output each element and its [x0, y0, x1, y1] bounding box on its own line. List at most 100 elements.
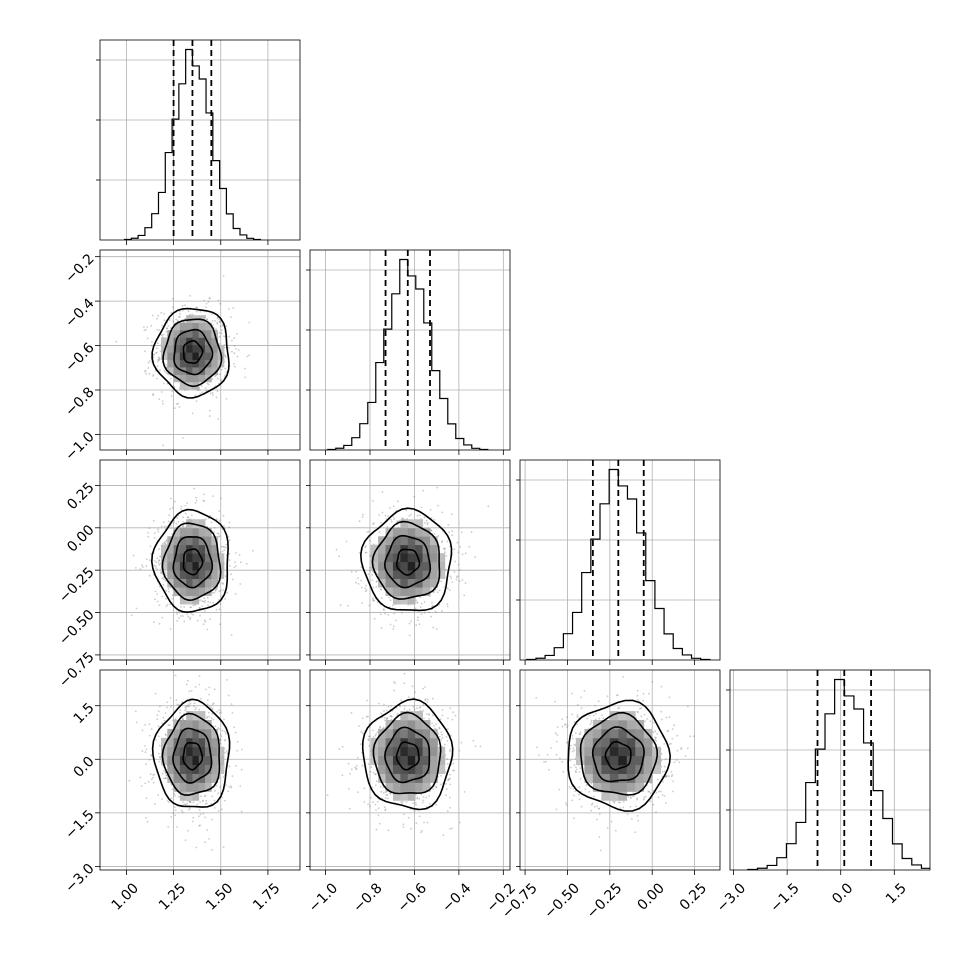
- scatter-point: [223, 360, 226, 363]
- scatter-point: [240, 768, 243, 771]
- scatter-point: [145, 763, 147, 765]
- scatter-point: [442, 834, 445, 837]
- density-cell: [161, 746, 168, 757]
- scatter-point: [154, 598, 156, 600]
- scatter-point: [226, 591, 229, 594]
- density-cell: [198, 536, 206, 546]
- density-cell: [415, 570, 423, 580]
- scatter-point: [416, 796, 419, 799]
- scatter-point: [203, 597, 206, 599]
- density-cell: [392, 570, 401, 580]
- scatter-point: [161, 772, 164, 775]
- scatter-point: [345, 540, 348, 543]
- scatter-point: [178, 316, 181, 319]
- scatter-point: [223, 718, 225, 721]
- scatter-point: [447, 717, 449, 720]
- scatter-point: [199, 614, 201, 617]
- scatter-point: [430, 588, 433, 590]
- scatter-point: [140, 785, 143, 787]
- scatter-point: [158, 559, 161, 562]
- density-cell: [161, 755, 168, 766]
- scatter-point: [161, 324, 164, 327]
- scatter-point: [186, 502, 189, 504]
- histogram-1: [327, 258, 489, 450]
- scatter-point: [219, 733, 222, 736]
- scatter-point: [128, 779, 131, 782]
- scatter-point: [218, 318, 221, 321]
- scatter-point: [385, 709, 388, 712]
- scatter-point: [158, 357, 161, 360]
- scatter-point: [438, 726, 441, 729]
- scatter-point: [214, 725, 217, 728]
- scatter-point: [189, 807, 191, 809]
- contour-level-0: [182, 548, 204, 576]
- scatter-point: [441, 736, 444, 739]
- scatter-point: [441, 733, 443, 736]
- scatter-point: [148, 723, 151, 726]
- scatter-point: [183, 606, 186, 608]
- scatter-point: [162, 583, 165, 586]
- density-cell: [378, 755, 386, 766]
- scatter-point: [372, 586, 375, 589]
- density-cell: [192, 352, 200, 361]
- scatter-point: [237, 349, 240, 351]
- density-cell: [415, 519, 423, 529]
- scatter-point: [144, 370, 146, 373]
- scatter-point: [170, 706, 172, 708]
- scatter-point: [244, 376, 247, 379]
- density-cell: [437, 553, 446, 563]
- density-cell: [167, 344, 174, 353]
- scatter-point: [372, 599, 375, 602]
- scatter-point: [449, 777, 451, 780]
- scatter-point: [211, 320, 214, 322]
- scatter-point: [360, 586, 363, 589]
- density-cell: [205, 570, 212, 580]
- scatter-point: [230, 634, 233, 636]
- scatter-point: [425, 713, 428, 715]
- scatter-point: [433, 533, 436, 535]
- scatter-point: [204, 619, 206, 622]
- scatter-point: [402, 823, 405, 826]
- scatter-point: [213, 688, 216, 691]
- scatter-point: [145, 372, 148, 375]
- scatter-point: [389, 623, 392, 626]
- scatter-point: [399, 705, 402, 708]
- density-cell: [179, 595, 187, 605]
- scatter-point: [368, 735, 371, 738]
- scatter-point: [209, 514, 212, 517]
- scatter-point: [388, 596, 391, 599]
- scatter-point: [367, 763, 370, 765]
- scatter-point: [144, 782, 147, 785]
- density-cell: [211, 553, 219, 563]
- scatter-point: [206, 382, 209, 385]
- scatter-point: [207, 300, 210, 303]
- scatter-point: [204, 841, 207, 844]
- scatter-point: [150, 778, 153, 781]
- scatter-point: [161, 595, 164, 598]
- panel-frame: [309, 459, 511, 661]
- density-cell: [385, 773, 394, 783]
- scatter-point: [382, 792, 385, 794]
- scatter-point: [231, 339, 233, 342]
- density-cell: [205, 367, 212, 375]
- scatter-point: [156, 342, 159, 345]
- scatter-point: [176, 613, 179, 615]
- scatter-point: [445, 794, 447, 797]
- scatter-point: [234, 365, 236, 368]
- scatter-point: [400, 801, 402, 803]
- scatter-point: [463, 594, 466, 597]
- scatter-point: [220, 808, 223, 811]
- scatter-point: [422, 796, 425, 798]
- contour-level-2: [162, 318, 223, 388]
- scatter-point: [154, 590, 157, 593]
- scatter-point: [221, 729, 224, 732]
- scatter-point: [243, 367, 246, 370]
- scatter-point: [198, 809, 201, 811]
- scatter-point: [457, 551, 460, 554]
- scatter-point: [152, 375, 155, 377]
- scatter-point: [178, 315, 181, 318]
- scatter-point: [419, 706, 421, 709]
- scatter-point: [437, 504, 439, 507]
- scatter-point: [381, 597, 383, 600]
- scatter-point: [159, 555, 161, 558]
